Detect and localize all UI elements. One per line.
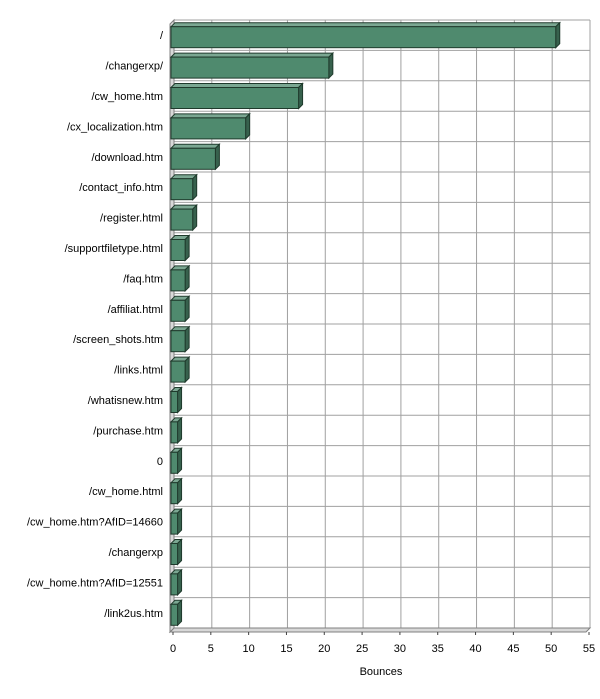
bar [170,269,186,292]
category-label: /changerxp [109,547,163,559]
x-tick-label: 35 [432,643,444,655]
category-label: /purchase.htm [93,425,163,437]
bar-side-face [184,325,190,353]
bar [170,482,179,505]
x-axis-title: Bounces [360,666,403,678]
bar-side-face [192,203,198,232]
category-label: /faq.htm [123,273,163,285]
bar-side-face [555,21,561,49]
bar [170,208,194,231]
bar [170,147,216,170]
category-label: /register.html [100,213,163,225]
bar-side-face [184,264,190,293]
bar-side-face [184,234,190,262]
bar-top-face [169,52,335,58]
bar-top-face [169,22,561,28]
plot-left-wall [169,18,175,634]
category-label: /cw_home.htm?AfID=12551 [27,577,163,589]
x-tick-label: 25 [356,643,368,655]
bar-side-face [298,82,304,110]
bar [170,451,179,474]
x-tick-label: 10 [243,643,255,655]
x-tick-label: 5 [208,643,214,655]
bar-side-face [177,447,183,475]
x-tick-label: 50 [545,643,557,655]
bar-side-face [214,143,220,171]
category-label: / [160,30,164,42]
category-label: /changerxp/ [106,61,164,73]
bar [170,117,247,140]
bar [170,573,179,596]
plot-floor [168,627,592,633]
bar-side-face [184,355,190,384]
bar-top-face [169,143,221,149]
bar [170,299,186,322]
bar [170,360,186,383]
bar-side-face [328,51,334,80]
x-tick-label: 30 [394,643,406,655]
category-label: /supportfiletype.html [65,243,163,255]
category-label: /contact_info.htm [79,182,163,194]
bar-top-face [169,113,251,119]
bar [170,330,186,353]
bar [170,421,179,444]
category-label: /cw_home.htm [91,91,163,103]
x-tick-label: 55 [583,643,595,655]
x-tick-label: 15 [280,643,292,655]
x-tick-label: 0 [170,643,176,655]
bar-side-face [177,599,183,627]
category-label: /cx_localization.htm [67,121,163,133]
x-tick-label: 45 [507,643,519,655]
category-label: 0 [157,456,163,468]
bar [170,56,330,79]
bar [170,178,194,201]
bar-side-face [245,112,251,141]
bar-side-face [184,295,190,323]
category-label: /download.htm [91,152,163,164]
category-label: /affiliat.html [108,304,163,316]
bar [170,239,186,261]
category-label: /cw_home.html [89,486,163,498]
category-label: /whatisnew.htm [88,395,163,407]
x-tick-label: 20 [318,643,330,655]
bar [170,543,179,565]
bar-side-face [177,386,183,414]
bar [170,603,179,626]
bar-side-face [177,507,183,536]
bar [170,512,179,535]
category-label: /link2us.htm [104,608,163,620]
bar-side-face [177,568,183,597]
bar [170,87,300,109]
x-tick-label: 40 [469,643,481,655]
bar-side-face [177,416,183,445]
category-label: /cw_home.htm?AfID=14660 [27,517,163,529]
bar-side-face [192,173,198,201]
bar [170,26,557,49]
bar [170,391,179,413]
bar-top-face [169,83,304,88]
bar-side-face [177,538,183,566]
category-label: /links.html [114,365,163,377]
category-label: /screen_shots.htm [73,334,163,346]
bar-side-face [177,477,183,505]
